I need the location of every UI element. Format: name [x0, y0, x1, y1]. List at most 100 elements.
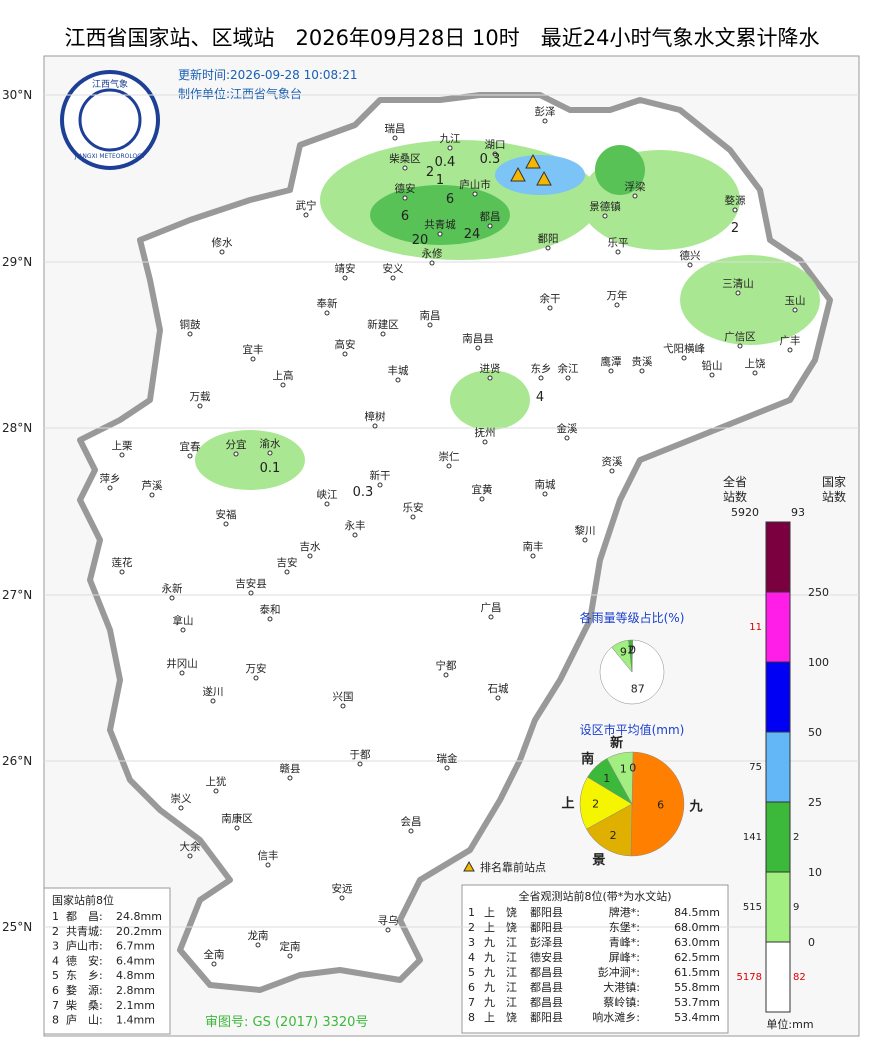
station-value: 20 — [412, 233, 429, 248]
place-dot — [792, 307, 798, 313]
place-dot — [752, 370, 758, 376]
table-cell: 6 — [52, 984, 59, 997]
count-national: 82 — [793, 972, 806, 983]
table-cell: 九 江 — [484, 981, 517, 994]
logo: 江西气象 JIANGXI METEOROLOGY — [60, 70, 160, 170]
table-cell: 蔡岭镇: — [603, 995, 640, 1009]
place-dot — [187, 853, 193, 859]
table-cell: 6.7mm — [116, 940, 155, 953]
legend-tick: 25 — [808, 796, 822, 809]
pie-title: 各雨量等级占比(%) — [580, 610, 685, 625]
place-dot — [392, 135, 398, 141]
place-dot — [287, 953, 293, 959]
count-all: 515 — [743, 902, 762, 913]
place-label: 大余 — [180, 840, 201, 853]
place-label: 靖安 — [335, 262, 356, 275]
place-dot — [602, 213, 608, 219]
table-cell: 63.0mm — [674, 936, 720, 949]
pie-value: 2 — [610, 829, 617, 842]
place-label: 瑞昌 — [385, 123, 406, 135]
place-dot — [210, 698, 216, 704]
place-label: 上饶 — [745, 357, 766, 370]
table-cell: 8 — [52, 1014, 59, 1027]
place-label: 南康区 — [221, 812, 253, 825]
table-cell: 屏峰*: — [609, 951, 640, 964]
table-title: 国家站前8位 — [52, 893, 114, 907]
place-dot — [248, 590, 254, 596]
color-band — [765, 871, 791, 943]
table-cell: 3 — [52, 940, 59, 953]
place-label: 奉新 — [317, 297, 338, 310]
table-cell: 84.5mm — [674, 906, 720, 919]
station-value: 1 — [436, 173, 444, 188]
place-label: 分宜 — [226, 438, 247, 451]
update-time: 更新时间:2026-09-28 10:08:21 — [178, 67, 358, 82]
table-cell: 24.8mm — [116, 910, 162, 923]
place-label: 永新 — [162, 582, 183, 595]
all-table-box — [461, 884, 729, 1034]
place-dot — [614, 302, 620, 308]
table-cell: 德 安: — [66, 953, 103, 967]
pie-name: 上 — [562, 797, 575, 812]
place-label: 三清山 — [722, 277, 754, 290]
place-label: 南昌县 — [462, 332, 494, 345]
map-approval: 审图号: GS (2017) 3320号 — [205, 1015, 368, 1030]
place-dot — [267, 616, 273, 622]
place-dot — [233, 451, 239, 457]
place-label: 乐平 — [608, 237, 629, 249]
table-cell: 响水滩乡: — [592, 1010, 640, 1024]
place-dot — [472, 191, 478, 197]
place-label: 上犹 — [206, 776, 227, 788]
place-dot — [179, 670, 185, 676]
place-dot — [253, 675, 259, 681]
place-label: 乐安 — [403, 501, 424, 514]
place-label: 共青城 — [424, 218, 456, 231]
place-dot — [565, 375, 571, 381]
table-cell: 上 饶 — [484, 1011, 517, 1024]
table-cell: 53.7mm — [674, 996, 720, 1009]
pie-value: 2 — [628, 644, 635, 657]
place-label: 德安 — [395, 182, 416, 195]
place-label: 宜春 — [180, 440, 201, 453]
table-cell: 上 饶 — [484, 921, 517, 934]
place-label: 余江 — [558, 362, 579, 375]
place-label: 金溪 — [557, 422, 578, 435]
table-cell: 柴 桑: — [66, 998, 103, 1012]
place-label: 铅山 — [702, 359, 723, 372]
latitude-label: 27°N — [2, 588, 32, 602]
pie-value: 2 — [592, 797, 599, 810]
pie-value: 9 — [620, 645, 627, 658]
place-dot — [545, 245, 551, 251]
place-label: 广昌 — [481, 602, 502, 614]
place-label: 上高 — [273, 369, 294, 382]
latitude-label: 30°N — [2, 88, 32, 102]
place-dot — [284, 569, 290, 575]
table-cell: 5 — [52, 969, 59, 982]
legend-header: 全省 — [723, 474, 747, 489]
place-dot — [187, 453, 193, 459]
table-cell: 4 — [468, 951, 475, 964]
table-cell: 6 — [468, 981, 475, 994]
place-label: 鄱阳 — [538, 232, 559, 245]
place-dot — [169, 595, 175, 601]
place-label: 南城 — [535, 478, 556, 491]
place-dot — [538, 375, 544, 381]
marker-key-label: 排名靠前站点 — [480, 860, 546, 874]
count-all: 141 — [743, 832, 762, 843]
table-cell: 鄱阳县 — [530, 906, 563, 919]
rain-areas — [195, 140, 820, 490]
place-dot — [495, 695, 501, 701]
table-cell: 2 — [468, 921, 475, 934]
place-dot — [385, 927, 391, 933]
place-dot — [582, 537, 588, 543]
color-band — [765, 941, 791, 1013]
table-cell: 61.5mm — [674, 966, 720, 979]
color-band — [765, 521, 791, 593]
table-cell: 上 饶 — [484, 906, 517, 919]
place-dot — [732, 207, 738, 213]
table-cell: 7 — [468, 996, 475, 1009]
station-value: 4 — [536, 390, 544, 405]
place-label: 安远 — [332, 882, 353, 895]
province-shape — [77, 92, 833, 993]
